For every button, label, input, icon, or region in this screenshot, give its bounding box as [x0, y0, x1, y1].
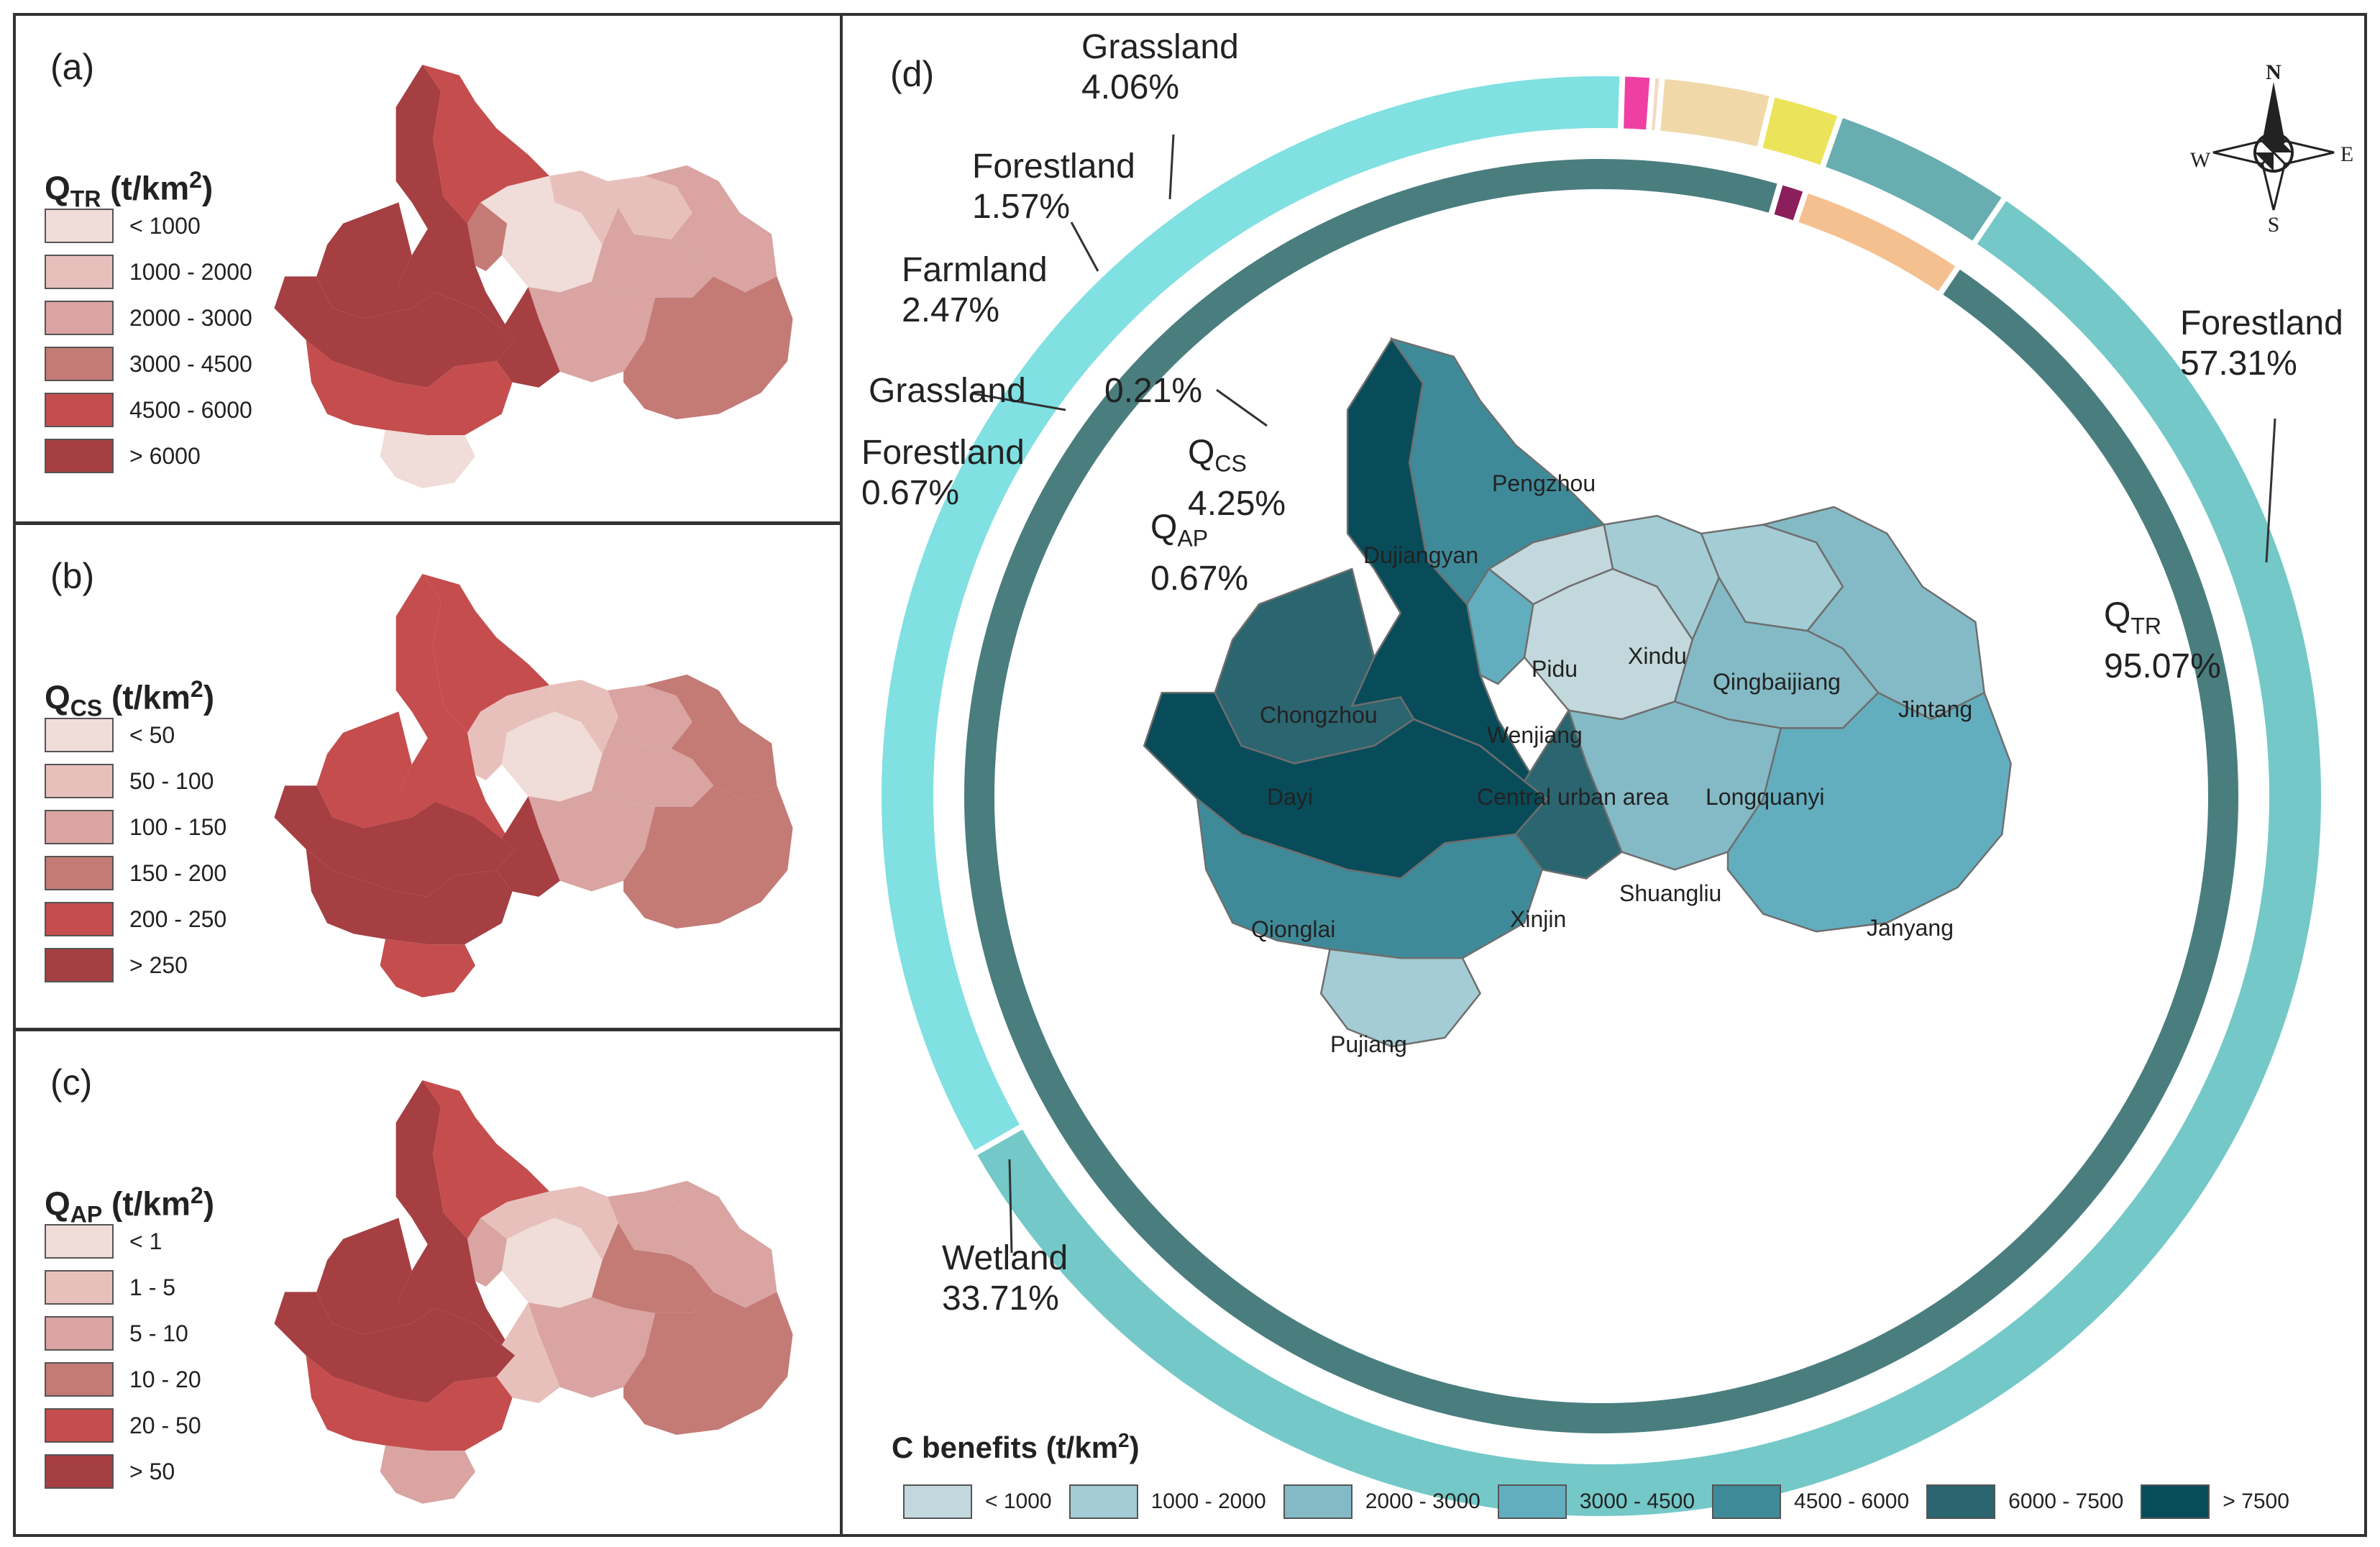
legend-a-swatch — [45, 209, 114, 243]
c-legend-swatch — [1068, 1484, 1138, 1519]
legend-b-swatch — [45, 810, 114, 844]
label-grassland-small-pct: 0.21% — [1104, 372, 1203, 410]
legend-c-swatch — [45, 1408, 114, 1443]
legend-c-swatch — [45, 1270, 114, 1305]
district-dayi: Dayi — [1267, 784, 1314, 810]
label-forestland-right: Forestland 57.31% — [2180, 304, 2343, 383]
legend-c-swatch — [45, 1362, 114, 1397]
label-forestland-small: Forestland 0.67% — [861, 434, 1025, 512]
map-b — [274, 574, 793, 998]
legend-b-swatch — [45, 948, 114, 982]
outer-slice-forestland — [969, 193, 2327, 1522]
c-legend-item: 1000 - 2000 — [1068, 1484, 1266, 1519]
panel-d: (d) Grassland 4.06% Forestland 1.57% Farml… — [840, 13, 2367, 1537]
district-pujiang: Pujiang — [1330, 1031, 1407, 1057]
legend-b-swatch — [45, 718, 114, 752]
c-legend-swatch — [1283, 1484, 1353, 1519]
legend-a-swatch — [45, 347, 114, 381]
legend-c-swatch — [45, 1316, 114, 1351]
district-qingbaijiang: Qingbaijiang — [1713, 669, 1841, 695]
panel-a-label: (a) — [50, 47, 95, 87]
district-longquanyi: Longquanyi — [1706, 784, 1825, 810]
legend-c-swatch — [45, 1454, 114, 1489]
panel-b-label: (b) — [50, 556, 95, 596]
ring-group — [876, 70, 2327, 1522]
district-central-urban-area: Central urban area — [1477, 784, 1669, 810]
legend-b-swatch — [45, 764, 114, 798]
label-qcs: QCS 4.25% — [1188, 434, 1286, 523]
legend-a-swatch — [45, 393, 114, 427]
legend-b-title: QCS (t/km2) — [45, 676, 215, 721]
map-c-pujiang — [380, 1445, 476, 1504]
compass-e: E — [2340, 142, 2353, 166]
district-xindu: Xindu — [1628, 643, 1687, 669]
map-c — [274, 1080, 793, 1504]
map-b-pujiang — [380, 939, 476, 998]
compass-s: S — [2268, 213, 2280, 237]
map-a-pujiang — [380, 429, 476, 488]
c-legend-item: > 7500 — [2141, 1484, 2289, 1519]
c-legend-swatch — [1926, 1484, 1996, 1519]
label-forestland-mid: Forestland 1.57% — [972, 147, 1135, 226]
panel-d-label: (d) — [890, 54, 935, 94]
leader-qcs — [1216, 388, 1268, 427]
legend-a-swatch — [45, 255, 114, 289]
label-grassland-small: Grassland — [869, 372, 1026, 410]
leader-grassland-small — [971, 392, 1066, 411]
leader-forestland-right — [2265, 418, 2276, 563]
panel-a: (a) QTR (t/km2) < 1000 1000 - 2000 2000 … — [13, 13, 850, 524]
compass-w: W — [2190, 148, 2211, 172]
district-wenjiang: Wenjiang — [1487, 722, 1583, 748]
c-legend-item: 3000 - 4500 — [1497, 1484, 1695, 1519]
label-qtr: QTR 95.07% — [2104, 596, 2221, 685]
panel-c-label: (c) — [50, 1062, 93, 1103]
legend-a-swatch — [45, 301, 114, 335]
label-qap: QAP 0.67% — [1150, 508, 1249, 598]
c-legend-item: 6000 - 7500 — [1926, 1484, 2123, 1519]
district-qionglai: Qionglai — [1251, 916, 1336, 942]
c-benefits-legend: < 1000 1000 - 2000 2000 - 3000 3000 - 45… — [903, 1484, 2307, 1519]
leader-lines — [971, 134, 2276, 1254]
legend-c-title: QAP (t/km2) — [45, 1182, 215, 1228]
compass-quad-ne — [2274, 134, 2292, 152]
legend-b-swatch — [45, 856, 114, 890]
legend-c-swatch — [45, 1224, 114, 1259]
district-xinjin: Xinjin — [1510, 906, 1567, 932]
compass-n: N — [2266, 60, 2281, 84]
leader-grassland-top — [1168, 134, 1175, 200]
c-legend-swatch — [1497, 1484, 1567, 1519]
district-chongzhou: Chongzhou — [1260, 702, 1378, 728]
c-legend-swatch — [1712, 1484, 1782, 1519]
c-legend-item: 4500 - 6000 — [1712, 1484, 1909, 1519]
district-jintang: Jintang — [1898, 696, 1973, 722]
map-a — [274, 65, 793, 488]
compass-icon: N S E W — [2190, 60, 2353, 237]
legend-a-title: QTR (t/km2) — [45, 167, 214, 212]
c-legend-item: < 1000 — [903, 1484, 1052, 1519]
district-pengzhou: Pengzhou — [1492, 470, 1596, 496]
outer-slice-grassland — [1818, 110, 2010, 249]
legend-b-swatch — [45, 902, 114, 936]
district-pidu: Pidu — [1532, 656, 1578, 682]
panel-c: (c) QAP (t/km2) < 1 1 - 5 5 - 10 10 - 20… — [13, 1028, 850, 1537]
c-legend-swatch — [2141, 1484, 2210, 1519]
label-wetland: Wetland 33.71% — [942, 1239, 1068, 1318]
ring-chart — [876, 70, 2327, 1522]
c-legend-item: 2000 - 3000 — [1283, 1484, 1480, 1519]
leader-wetland — [1008, 1159, 1013, 1254]
district-shuangliu: Shuangliu — [1619, 880, 1722, 906]
c-legend-swatch — [903, 1484, 972, 1519]
label-grassland-top: Grassland 4.06% — [1081, 28, 1239, 106]
district-janyang: Janyang — [1867, 915, 1954, 941]
district-dujiangyan: Dujiangyan — [1363, 542, 1479, 568]
compass-quad-sw — [2255, 152, 2274, 171]
label-farmland: Farmland 2.47% — [902, 251, 1048, 329]
panel-b: (b) QCS (t/km2) < 50 50 - 100 100 - 150 … — [13, 522, 850, 1031]
c-benefits-legend-title: C benefits (t/km2) — [892, 1429, 1140, 1464]
outer-slice-farmland — [1654, 73, 1777, 154]
inner-slice-qcs — [1791, 186, 1964, 300]
leader-forestland-mid — [1070, 222, 1099, 272]
legend-a-swatch — [45, 439, 114, 473]
